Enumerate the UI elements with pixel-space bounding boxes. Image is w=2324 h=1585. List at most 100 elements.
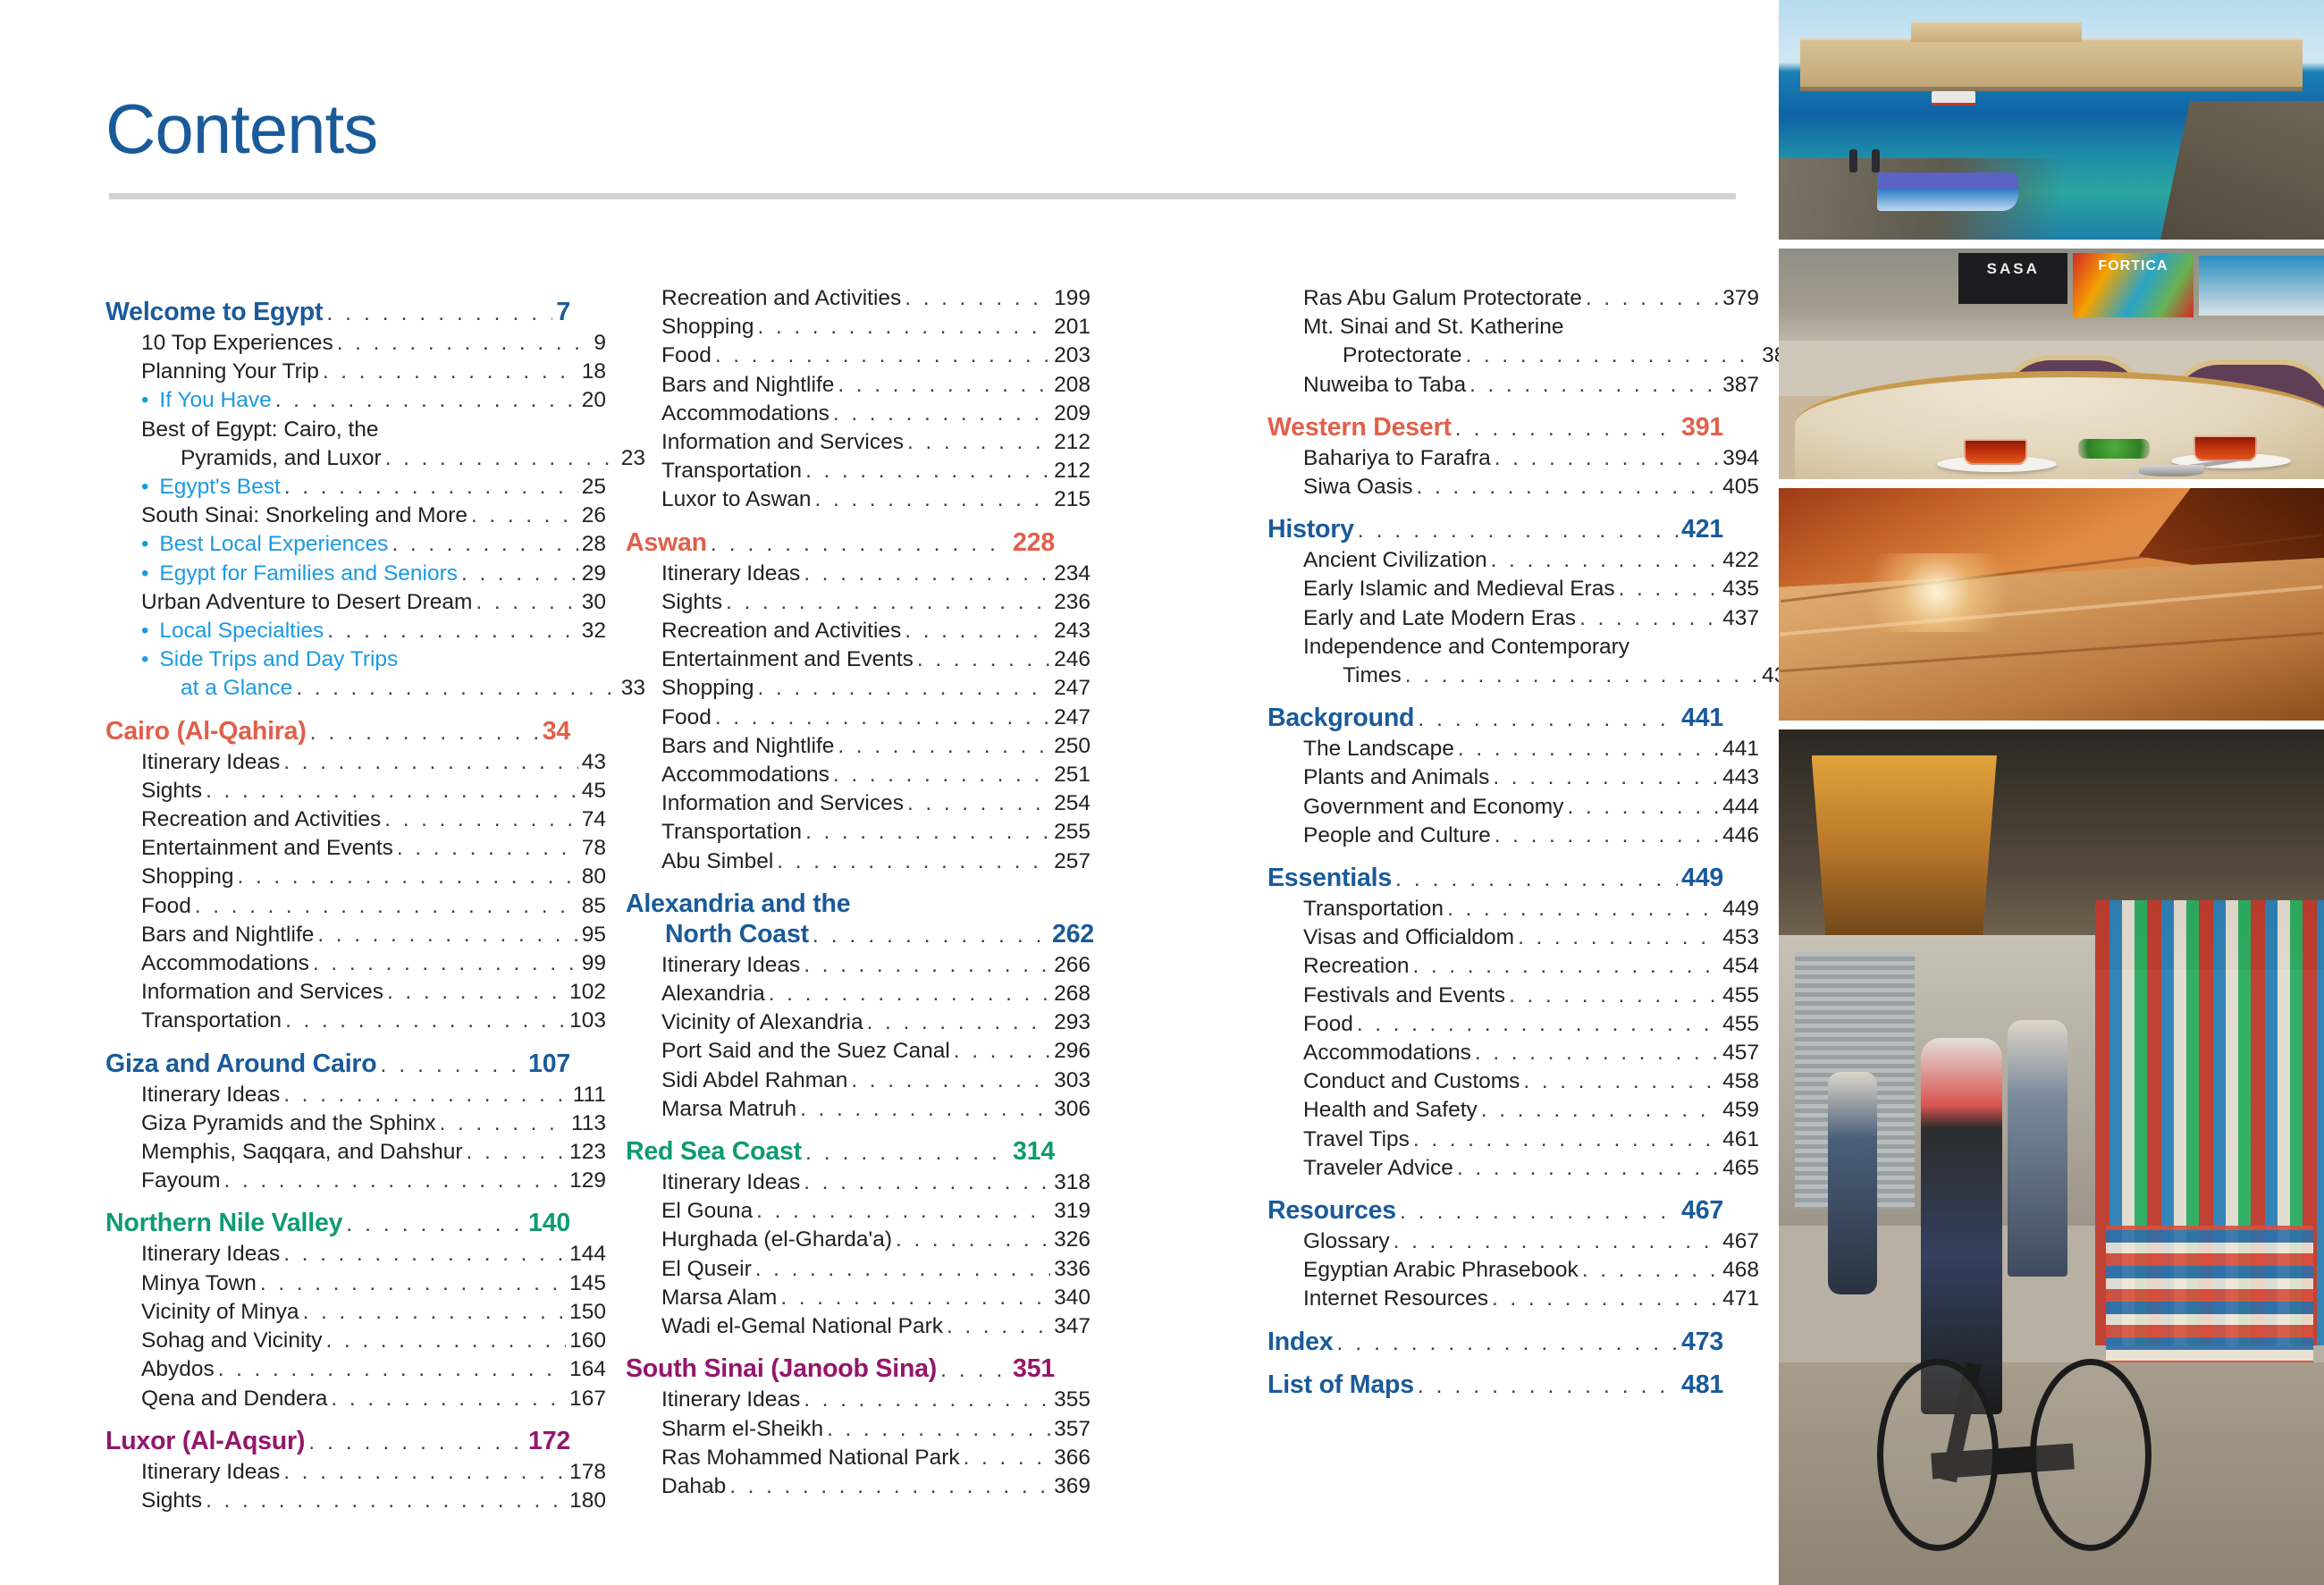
toc-entry[interactable]: Abu Simbel. . . . . . . . . . . . . . . … [626,847,1090,876]
toc-entry[interactable]: Itinerary Ideas. . . . . . . . . . . . .… [105,748,606,777]
toc-entry[interactable]: Itinerary Ideas. . . . . . . . . . . . .… [626,560,1090,588]
toc-entry[interactable]: 10 Top Experiences. . . . . . . . . . . … [105,329,606,358]
toc-entry[interactable]: Traveler Advice. . . . . . . . . . . . .… [1267,1154,1759,1183]
toc-entry[interactable]: Mt. Sinai and St. Katherine. . . . . . .… [1267,313,1759,341]
toc-entry[interactable]: Food. . . . . . . . . . . . . . . . . . … [626,704,1090,732]
toc-entry[interactable]: Vicinity of Minya. . . . . . . . . . . .… [105,1298,606,1327]
toc-entry[interactable]: Egyptian Arabic Phrasebook. . . . . . . … [1267,1256,1759,1285]
toc-entry[interactable]: Ras Mohammed National Park. . . . . . . … [626,1444,1090,1472]
toc-entry[interactable]: Information and Services. . . . . . . . … [626,428,1090,457]
toc-chapter[interactable]: South Sinai (Janoob Sina). . . . . . . .… [626,1355,1055,1384]
toc-entry[interactable]: Recreation and Activities. . . . . . . .… [626,617,1090,645]
toc-entry[interactable]: Urban Adventure to Desert Dream. . . . .… [105,588,606,617]
toc-entry[interactable]: Luxor to Aswan. . . . . . . . . . . . . … [626,485,1090,514]
toc-entry[interactable]: Port Said and the Suez Canal. . . . . . … [626,1037,1090,1066]
toc-entry-highlight[interactable]: Egypt's Best. . . . . . . . . . . . . . … [105,473,606,502]
toc-entry[interactable]: Hurghada (el-Gharda'a). . . . . . . . . … [626,1226,1090,1254]
toc-chapter[interactable]: Cairo (Al-Qahira). . . . . . . . . . . .… [105,718,570,746]
toc-entry[interactable]: Sights. . . . . . . . . . . . . . . . . … [626,588,1090,617]
toc-chapter-continuation[interactable]: North Coast. . . . . . . . . . . . . . .… [626,921,1094,949]
toc-entry[interactable]: Glossary. . . . . . . . . . . . . . . . … [1267,1227,1759,1256]
toc-entry-highlight[interactable]: Local Specialties. . . . . . . . . . . .… [105,617,606,645]
toc-entry[interactable]: Travel Tips. . . . . . . . . . . . . . .… [1267,1126,1759,1154]
toc-entry[interactable]: Bars and Nightlife. . . . . . . . . . . … [105,921,606,949]
toc-entry[interactable]: Visas and Officialdom. . . . . . . . . .… [1267,923,1759,952]
toc-entry[interactable]: Itinerary Ideas. . . . . . . . . . . . .… [105,1458,606,1487]
toc-entry[interactable]: Independence and Contemporary. . . . . .… [1267,633,1759,662]
toc-entry[interactable]: Sharm el-Sheikh. . . . . . . . . . . . .… [626,1415,1090,1444]
toc-entry[interactable]: Shopping. . . . . . . . . . . . . . . . … [105,863,606,891]
toc-chapter[interactable]: Resources. . . . . . . . . . . . . . . .… [1267,1197,1723,1226]
toc-chapter[interactable]: Giza and Around Cairo. . . . . . . . . .… [105,1050,570,1079]
toc-entry[interactable]: Recreation and Activities. . . . . . . .… [105,805,606,834]
toc-entry[interactable]: Itinerary Ideas. . . . . . . . . . . . .… [626,1168,1090,1197]
toc-entry[interactable]: Sights. . . . . . . . . . . . . . . . . … [105,777,606,805]
toc-entry[interactable]: El Quseir. . . . . . . . . . . . . . . .… [626,1255,1090,1284]
toc-entry[interactable]: Bars and Nightlife. . . . . . . . . . . … [626,371,1090,400]
toc-entry[interactable]: Vicinity of Alexandria. . . . . . . . . … [626,1008,1090,1037]
toc-entry-continuation[interactable]: Protectorate. . . . . . . . . . . . . . … [1267,341,1798,370]
toc-entry-highlight-continuation[interactable]: at a Glance. . . . . . . . . . . . . . .… [105,674,645,703]
toc-entry[interactable]: Internet Resources. . . . . . . . . . . … [1267,1285,1759,1313]
toc-entry[interactable]: Itinerary Ideas. . . . . . . . . . . . .… [105,1240,606,1269]
toc-entry[interactable]: Entertainment and Events. . . . . . . . … [626,645,1090,674]
toc-chapter[interactable]: Northern Nile Valley. . . . . . . . . . … [105,1210,570,1238]
toc-entry[interactable]: Memphis, Saqqara, and Dahshur. . . . . .… [105,1138,606,1167]
toc-entry[interactable]: Best of Egypt: Cairo, the. . . . . . . .… [105,416,606,444]
toc-entry-highlight[interactable]: Egypt for Families and Seniors. . . . . … [105,560,606,588]
toc-entry[interactable]: Plants and Animals. . . . . . . . . . . … [1267,763,1759,792]
toc-entry[interactable]: Accommodations. . . . . . . . . . . . . … [1267,1039,1759,1067]
toc-entry[interactable]: Food. . . . . . . . . . . . . . . . . . … [105,892,606,921]
toc-entry[interactable]: The Landscape. . . . . . . . . . . . . .… [1267,735,1759,763]
toc-entry[interactable]: Ras Abu Galum Protectorate. . . . . . . … [1267,284,1759,313]
toc-entry[interactable]: Conduct and Customs. . . . . . . . . . .… [1267,1067,1759,1096]
toc-entry[interactable]: Sidi Abdel Rahman. . . . . . . . . . . .… [626,1067,1090,1095]
toc-entry[interactable]: Information and Services. . . . . . . . … [626,789,1090,818]
toc-entry[interactable]: Itinerary Ideas. . . . . . . . . . . . .… [626,951,1090,980]
toc-entry[interactable]: Accommodations. . . . . . . . . . . . . … [626,761,1090,789]
toc-entry[interactable]: Bahariya to Farafra. . . . . . . . . . .… [1267,444,1759,473]
toc-entry[interactable]: Recreation. . . . . . . . . . . . . . . … [1267,952,1759,981]
toc-entry[interactable]: Information and Services. . . . . . . . … [105,978,606,1007]
toc-entry[interactable]: Dahab. . . . . . . . . . . . . . . . . .… [626,1472,1090,1501]
toc-chapter[interactable]: Western Desert. . . . . . . . . . . . . … [1267,414,1723,443]
toc-chapter[interactable]: List of Maps. . . . . . . . . . . . . . … [1267,1371,1723,1400]
toc-entry[interactable]: Transportation. . . . . . . . . . . . . … [1267,895,1759,923]
toc-entry[interactable]: Government and Economy. . . . . . . . . … [1267,793,1759,822]
toc-entry[interactable]: Recreation and Activities. . . . . . . .… [626,284,1090,313]
toc-entry[interactable]: Early and Late Modern Eras. . . . . . . … [1267,604,1759,633]
toc-entry[interactable]: Marsa Alam. . . . . . . . . . . . . . . … [626,1284,1090,1312]
toc-entry[interactable]: Itinerary Ideas. . . . . . . . . . . . .… [626,1386,1090,1414]
toc-entry[interactable]: Health and Safety. . . . . . . . . . . .… [1267,1096,1759,1125]
toc-entry[interactable]: Entertainment and Events. . . . . . . . … [105,834,606,863]
toc-entry[interactable]: Siwa Oasis. . . . . . . . . . . . . . . … [1267,473,1759,502]
toc-chapter[interactable]: Alexandria and the. . . . . . . . . . . … [626,890,1055,919]
toc-entry[interactable]: Marsa Matruh. . . . . . . . . . . . . . … [626,1095,1090,1124]
toc-entry[interactable]: Fayoum. . . . . . . . . . . . . . . . . … [105,1167,606,1195]
toc-entry-continuation[interactable]: Pyramids, and Luxor. . . . . . . . . . .… [105,444,645,473]
toc-entry[interactable]: Nuweiba to Taba. . . . . . . . . . . . .… [1267,371,1759,400]
toc-entry[interactable]: El Gouna. . . . . . . . . . . . . . . . … [626,1197,1090,1226]
toc-entry[interactable]: Early Islamic and Medieval Eras. . . . .… [1267,575,1759,603]
toc-entry[interactable]: Transportation. . . . . . . . . . . . . … [626,818,1090,847]
toc-entry-highlight[interactable]: Side Trips and Day Trips. . . . . . . . … [105,645,606,674]
toc-entry[interactable]: Accommodations. . . . . . . . . . . . . … [626,400,1090,428]
toc-entry[interactable]: Food. . . . . . . . . . . . . . . . . . … [626,341,1090,370]
toc-entry[interactable]: Qena and Dendera. . . . . . . . . . . . … [105,1385,606,1413]
toc-entry-highlight[interactable]: Best Local Experiences. . . . . . . . . … [105,530,606,559]
toc-entry[interactable]: Food. . . . . . . . . . . . . . . . . . … [1267,1010,1759,1039]
toc-entry[interactable]: Minya Town. . . . . . . . . . . . . . . … [105,1269,606,1298]
toc-entry[interactable]: Festivals and Events. . . . . . . . . . … [1267,982,1759,1010]
toc-chapter[interactable]: Essentials. . . . . . . . . . . . . . . … [1267,864,1723,893]
toc-chapter[interactable]: History. . . . . . . . . . . . . . . . .… [1267,516,1723,544]
toc-chapter[interactable]: Aswan. . . . . . . . . . . . . . . . . .… [626,529,1055,558]
toc-entry[interactable]: Giza Pyramids and the Sphinx. . . . . . … [105,1109,606,1138]
toc-chapter[interactable]: Index. . . . . . . . . . . . . . . . . .… [1267,1328,1723,1357]
toc-entry[interactable]: Transportation. . . . . . . . . . . . . … [105,1007,606,1035]
toc-entry[interactable]: Transportation. . . . . . . . . . . . . … [626,457,1090,485]
toc-entry[interactable]: Sights. . . . . . . . . . . . . . . . . … [105,1487,606,1515]
toc-chapter[interactable]: Welcome to Egypt. . . . . . . . . . . . … [105,299,570,327]
toc-entry[interactable]: Shopping. . . . . . . . . . . . . . . . … [626,674,1090,703]
toc-entry[interactable]: Itinerary Ideas. . . . . . . . . . . . .… [105,1081,606,1109]
toc-entry[interactable]: Shopping. . . . . . . . . . . . . . . . … [626,313,1090,341]
